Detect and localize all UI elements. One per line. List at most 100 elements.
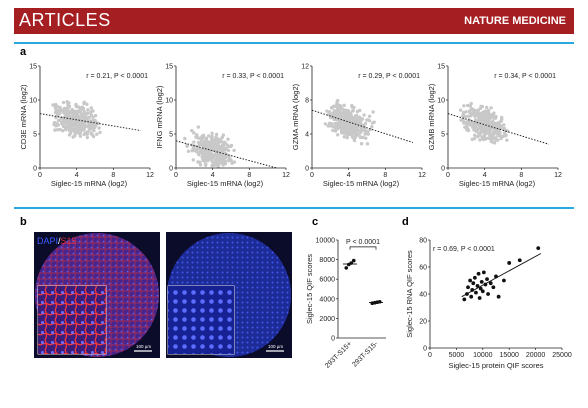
data-point bbox=[366, 118, 370, 122]
data-point bbox=[507, 261, 512, 265]
x-tick-label: 4 bbox=[211, 172, 215, 179]
data-point bbox=[202, 141, 207, 145]
data-point bbox=[351, 258, 356, 263]
data-point bbox=[327, 121, 332, 126]
data-point bbox=[489, 127, 493, 131]
data-point bbox=[89, 106, 93, 110]
panel-b-letter: b bbox=[20, 216, 27, 228]
data-point bbox=[470, 122, 474, 127]
data-point bbox=[476, 108, 480, 112]
data-point bbox=[351, 108, 355, 113]
x-axis-label: Siglec-15 mRNA (log2) bbox=[51, 179, 128, 188]
zoom-inset-positive-texture bbox=[38, 286, 106, 354]
x-tick-label: 4 bbox=[483, 172, 487, 179]
data-point bbox=[196, 136, 201, 140]
panel-a-top-rule bbox=[14, 42, 574, 44]
data-point bbox=[81, 122, 86, 126]
category-label: 293T-S15- bbox=[351, 340, 380, 369]
data-point bbox=[342, 118, 346, 122]
data-point bbox=[468, 114, 473, 118]
data-point bbox=[208, 153, 212, 157]
y-tick-label: 0 bbox=[305, 166, 309, 173]
data-point bbox=[464, 110, 468, 114]
data-point bbox=[209, 157, 213, 162]
data-point bbox=[344, 266, 349, 270]
data-point bbox=[61, 121, 65, 126]
data-point bbox=[482, 134, 487, 138]
data-point bbox=[81, 106, 86, 110]
data-point bbox=[353, 122, 358, 127]
data-point bbox=[479, 104, 483, 109]
data-point bbox=[82, 132, 86, 137]
trend-line bbox=[447, 113, 549, 145]
x-tick-label: 12 bbox=[554, 172, 562, 179]
correlation-stat: r = 0.29, P < 0.0001 bbox=[358, 73, 420, 80]
data-point bbox=[480, 289, 485, 294]
data-point bbox=[90, 122, 95, 126]
data-point bbox=[71, 123, 76, 127]
data-point bbox=[323, 122, 328, 126]
data-point bbox=[198, 163, 203, 167]
x-tick-label: 20000 bbox=[526, 352, 546, 359]
data-point bbox=[214, 145, 219, 149]
data-point bbox=[347, 122, 351, 126]
data-point bbox=[361, 135, 365, 140]
y-axis-label: GZMB mRNA (log2) bbox=[427, 83, 436, 150]
data-point bbox=[359, 127, 364, 132]
data-point bbox=[91, 134, 96, 139]
data-point bbox=[54, 124, 58, 128]
data-point bbox=[364, 136, 368, 140]
data-point bbox=[98, 130, 102, 135]
data-point bbox=[480, 115, 484, 119]
data-point bbox=[462, 121, 466, 125]
data-point bbox=[67, 128, 72, 133]
data-point bbox=[85, 135, 90, 140]
data-point bbox=[325, 109, 329, 113]
data-point bbox=[186, 149, 191, 153]
data-point bbox=[346, 111, 350, 115]
data-point bbox=[82, 101, 86, 106]
data-point bbox=[53, 105, 58, 110]
y-tick-label: 15 bbox=[437, 64, 445, 71]
data-point bbox=[53, 128, 57, 132]
data-point bbox=[221, 146, 225, 150]
data-point bbox=[492, 111, 496, 115]
x-tick-label: 12 bbox=[418, 172, 426, 179]
x-tick-label: 8 bbox=[111, 172, 115, 179]
data-point bbox=[93, 113, 98, 118]
data-point bbox=[217, 153, 221, 158]
data-point bbox=[220, 151, 224, 155]
significance-bracket bbox=[349, 246, 377, 250]
x-tick-label: 0 bbox=[310, 172, 314, 179]
data-point bbox=[476, 271, 481, 276]
correlation-stat: r = 0.21, P < 0.0001 bbox=[86, 73, 148, 80]
data-point bbox=[77, 123, 81, 128]
data-point bbox=[83, 125, 87, 129]
data-point bbox=[488, 281, 493, 286]
data-point bbox=[478, 138, 482, 142]
y-tick-label: 10 bbox=[437, 98, 445, 105]
data-point bbox=[473, 114, 477, 119]
data-point bbox=[196, 147, 200, 151]
data-point bbox=[74, 102, 78, 107]
data-point bbox=[366, 132, 370, 136]
data-point bbox=[62, 111, 66, 115]
y-tick-label: 0 bbox=[33, 166, 37, 173]
data-point bbox=[203, 163, 208, 168]
zoom-inset-negative-texture bbox=[168, 286, 234, 354]
scatter-plot-a2: 0 4 8 12 0 5 10 15 Siglec-15 mRNA (log2) IFNG mRN… bbox=[155, 64, 290, 189]
data-point bbox=[331, 128, 335, 133]
data-point bbox=[359, 142, 364, 146]
data-point bbox=[462, 104, 466, 108]
y-tick-label: 4000 bbox=[319, 296, 335, 303]
data-point bbox=[352, 138, 357, 143]
data-point bbox=[85, 102, 89, 107]
data-point bbox=[210, 131, 214, 136]
data-point bbox=[470, 137, 474, 142]
data-point bbox=[221, 140, 226, 144]
charts-layer: 0 4 8 12 0 5 10 15 Siglec-15 mRNA (log2) CD3E mRN… bbox=[19, 64, 572, 371]
data-point bbox=[355, 119, 359, 124]
data-point bbox=[468, 104, 473, 108]
data-point bbox=[478, 286, 483, 291]
correlation-stat: r = 0.69, P < 0.0001 bbox=[433, 246, 495, 253]
